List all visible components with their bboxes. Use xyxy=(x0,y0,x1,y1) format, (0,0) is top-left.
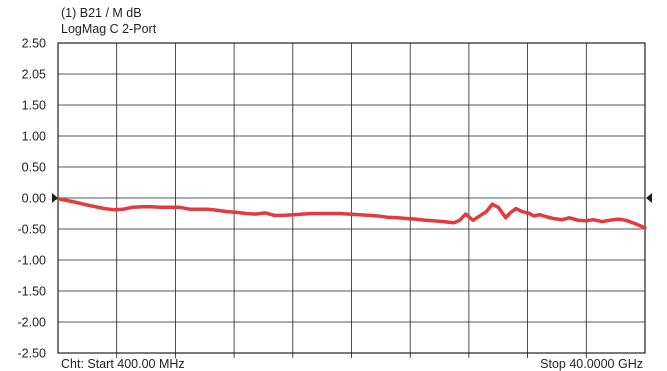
format-label: LogMag C 2-Port xyxy=(61,22,157,36)
trace-line xyxy=(56,196,647,230)
y-tick-label: -2.00 xyxy=(18,316,47,330)
y-tick-label: -0.50 xyxy=(18,223,47,237)
start-frequency-label: Cht: Start 400.00 MHz xyxy=(61,357,185,371)
y-tick-label: 1.50 xyxy=(22,99,46,113)
y-tick-label: 0.50 xyxy=(22,161,46,175)
reference-level-left-arrow xyxy=(52,193,58,203)
y-tick-label: 0.00 xyxy=(22,192,46,206)
reference-markers xyxy=(52,193,652,203)
reference-level-right-arrow xyxy=(646,193,652,203)
plot-grid xyxy=(57,42,646,358)
trace-label: (1) B21 / M dB xyxy=(61,6,142,20)
y-tick-label: -1.00 xyxy=(18,254,47,268)
stop-frequency-label: Stop 40.0000 GHz xyxy=(540,357,643,371)
y-tick-label: 1.00 xyxy=(22,130,46,144)
y-tick-labels: 2.50 2.05 1.50 1.00 0.50 0.00 -0.50 -1.00 -1.50 -… xyxy=(18,37,47,361)
y-tick-label: -1.50 xyxy=(18,285,47,299)
y-tick-label: -2.50 xyxy=(18,347,47,361)
y-tick-label: 2.50 xyxy=(22,37,46,51)
y-tick-label: 2.05 xyxy=(22,68,46,82)
trace-series xyxy=(56,196,647,230)
